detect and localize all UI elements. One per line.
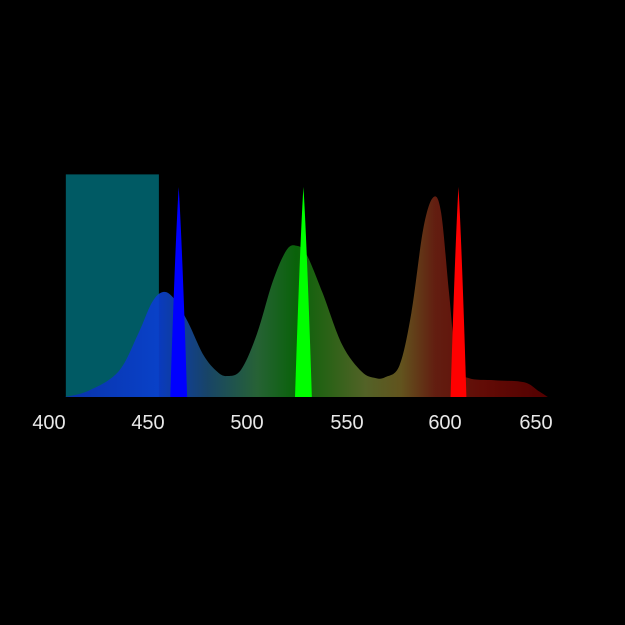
spike-green bbox=[295, 187, 312, 397]
x-tick-label: 450 bbox=[131, 412, 164, 434]
spike-red bbox=[450, 187, 467, 397]
x-tick-label: 550 bbox=[330, 412, 363, 434]
x-tick-label: 400 bbox=[32, 412, 65, 434]
x-tick-label: 500 bbox=[230, 412, 263, 434]
x-tick-label: 600 bbox=[428, 412, 461, 434]
x-tick-label: 650 bbox=[519, 412, 552, 434]
spike-blue bbox=[170, 187, 188, 397]
